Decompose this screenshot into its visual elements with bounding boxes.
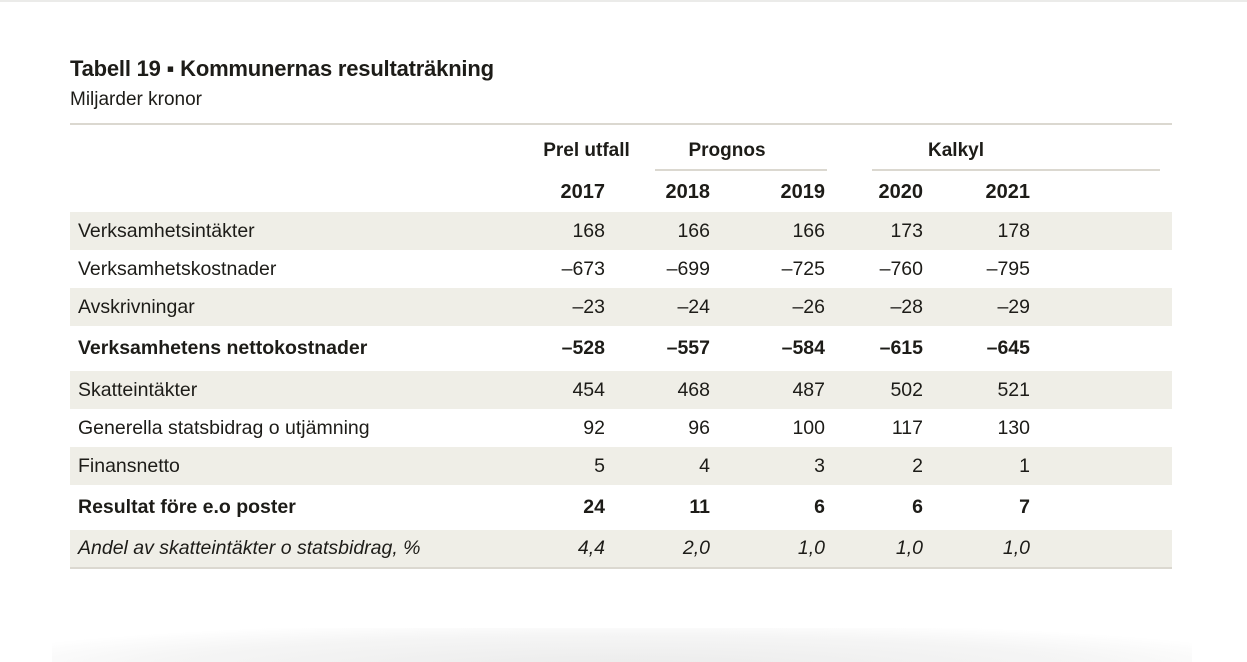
table-row: Finansnetto 5 4 3 2 1 [70, 447, 1173, 485]
cell-value: –699 [666, 257, 710, 280]
cell-value: 117 [891, 416, 923, 439]
cell-value: 1,0 [895, 537, 923, 559]
cell-value: –795 [986, 257, 1030, 280]
row-padding [1032, 447, 1172, 485]
column-group-kalkyl: Kalkyl [827, 125, 1172, 171]
cell-value: 7 [1019, 496, 1030, 518]
cell-value: 173 [890, 219, 923, 242]
results-table: Prel utfall Prognos Kalkyl 2017 2018 201… [70, 125, 1173, 569]
column-group-prel-utfall: Prel utfall [510, 125, 630, 171]
table-row: Andel av skatteintäkter o statsbidrag, %… [70, 530, 1173, 568]
year-header-2017: 2017 [560, 181, 606, 203]
cell-value: 468 [677, 378, 710, 401]
cell-value: 11 [689, 496, 710, 518]
cell-value: 92 [583, 416, 605, 439]
row-padding [1032, 288, 1172, 326]
year-header-2019: 2019 [780, 181, 826, 203]
cell-value: –26 [792, 295, 825, 318]
column-group-row: Prel utfall Prognos Kalkyl [70, 125, 1172, 171]
cell-value: 130 [997, 416, 1030, 439]
row-label: Generella statsbidrag o utjämning [78, 416, 370, 439]
row-label: Verksamhetsintäkter [78, 219, 255, 242]
cell-value: 168 [572, 219, 605, 242]
table-row: Skatteintäkter 454 468 487 502 521 [70, 371, 1173, 409]
row-label: Verksamhetens nettokostnader [78, 337, 368, 359]
cell-value: –615 [879, 337, 923, 359]
cell-value: 5 [594, 454, 605, 477]
cell-value: 96 [688, 416, 710, 439]
next-card-shadow-decoration [52, 628, 1192, 662]
cell-value: 2 [912, 454, 923, 477]
table-row: Verksamhetsintäkter 168 166 166 173 178 [70, 212, 1173, 250]
cell-value: 100 [792, 416, 825, 439]
table-row: Verksamhetskostnader –673 –699 –725 –760 –795 [70, 250, 1172, 288]
row-padding [1032, 530, 1172, 568]
cell-value: –725 [781, 257, 825, 280]
cell-value: –24 [677, 295, 710, 318]
cell-value: 487 [792, 378, 825, 401]
cell-value: 502 [890, 378, 923, 401]
row-padding [1032, 409, 1172, 447]
cell-value: –584 [781, 337, 825, 359]
group-label-spacer [70, 125, 510, 171]
cell-value: –528 [561, 337, 605, 359]
row-padding [1032, 371, 1172, 409]
row-label: Andel av skatteintäkter o statsbidrag, % [78, 537, 421, 559]
cell-value: 1 [1019, 454, 1030, 477]
column-group-prognos: Prognos [607, 125, 827, 171]
row-label: Verksamhetskostnader [78, 257, 277, 280]
cell-value: 24 [583, 496, 605, 518]
row-label: Finansnetto [78, 454, 180, 477]
cell-value: 2,0 [682, 537, 710, 559]
year-header-padding [1032, 171, 1172, 212]
cell-value: 166 [677, 219, 710, 242]
group-label-kalkyl: Kalkyl [872, 140, 1161, 171]
cell-value: –23 [572, 295, 605, 318]
table-body: Verksamhetsintäkter 168 166 166 173 178 Verksa… [70, 212, 1173, 568]
year-header-row: 2017 2018 2019 2020 2021 [70, 171, 1172, 212]
header-top-rule [70, 123, 1172, 125]
row-padding [1032, 250, 1172, 288]
table-title: Tabell 19 ▪ Kommunernas resultaträkning [70, 56, 494, 81]
cell-value: –28 [890, 295, 923, 318]
cell-value: –29 [997, 295, 1030, 318]
year-header-2021: 2021 [985, 181, 1031, 203]
top-edge-border [0, 0, 1247, 2]
cell-value: 521 [997, 378, 1030, 401]
cell-value: 1,0 [797, 537, 825, 559]
cell-value: 3 [814, 454, 825, 477]
cell-value: 1,0 [1002, 537, 1030, 559]
table-row: Generella statsbidrag o utjämning 92 96 100… [70, 409, 1172, 447]
cell-value: –760 [879, 257, 923, 280]
row-padding [1032, 326, 1172, 371]
cell-value: 6 [912, 496, 923, 518]
row-padding [1032, 485, 1172, 530]
row-label: Resultat före e.o poster [78, 496, 296, 518]
group-label-prognos: Prognos [655, 140, 827, 171]
row-padding [1032, 212, 1172, 250]
cell-value: 4 [699, 454, 710, 477]
row-label: Avskrivningar [78, 295, 195, 318]
cell-value: 6 [814, 496, 825, 518]
row-label: Skatteintäkter [78, 378, 198, 401]
cell-value: –673 [561, 257, 605, 280]
cell-value: –645 [986, 337, 1030, 359]
table-row: Resultat före e.o poster 24 11 6 6 7 [70, 485, 1172, 530]
table-figure: Tabell 19 ▪ Kommunernas resultaträkning … [70, 0, 1173, 569]
year-label-spacer [70, 171, 510, 212]
cell-value: –557 [666, 337, 710, 359]
cell-value: 166 [792, 219, 825, 242]
cell-value: 178 [997, 219, 1030, 242]
table-header: Prel utfall Prognos Kalkyl 2017 2018 201… [70, 125, 1172, 212]
group-label-prel-utfall: Prel utfall [543, 140, 630, 161]
cell-value: 454 [572, 378, 605, 401]
year-header-2018: 2018 [665, 181, 711, 203]
table-row: Avskrivningar –23 –24 –26 –28 –29 [70, 288, 1173, 326]
year-header-2020: 2020 [878, 181, 924, 203]
cell-value: 4,4 [577, 537, 605, 559]
table-unit-subtitle: Miljarder kronor [70, 89, 202, 110]
table-row: Verksamhetens nettokostnader –528 –557 –584… [70, 326, 1172, 371]
